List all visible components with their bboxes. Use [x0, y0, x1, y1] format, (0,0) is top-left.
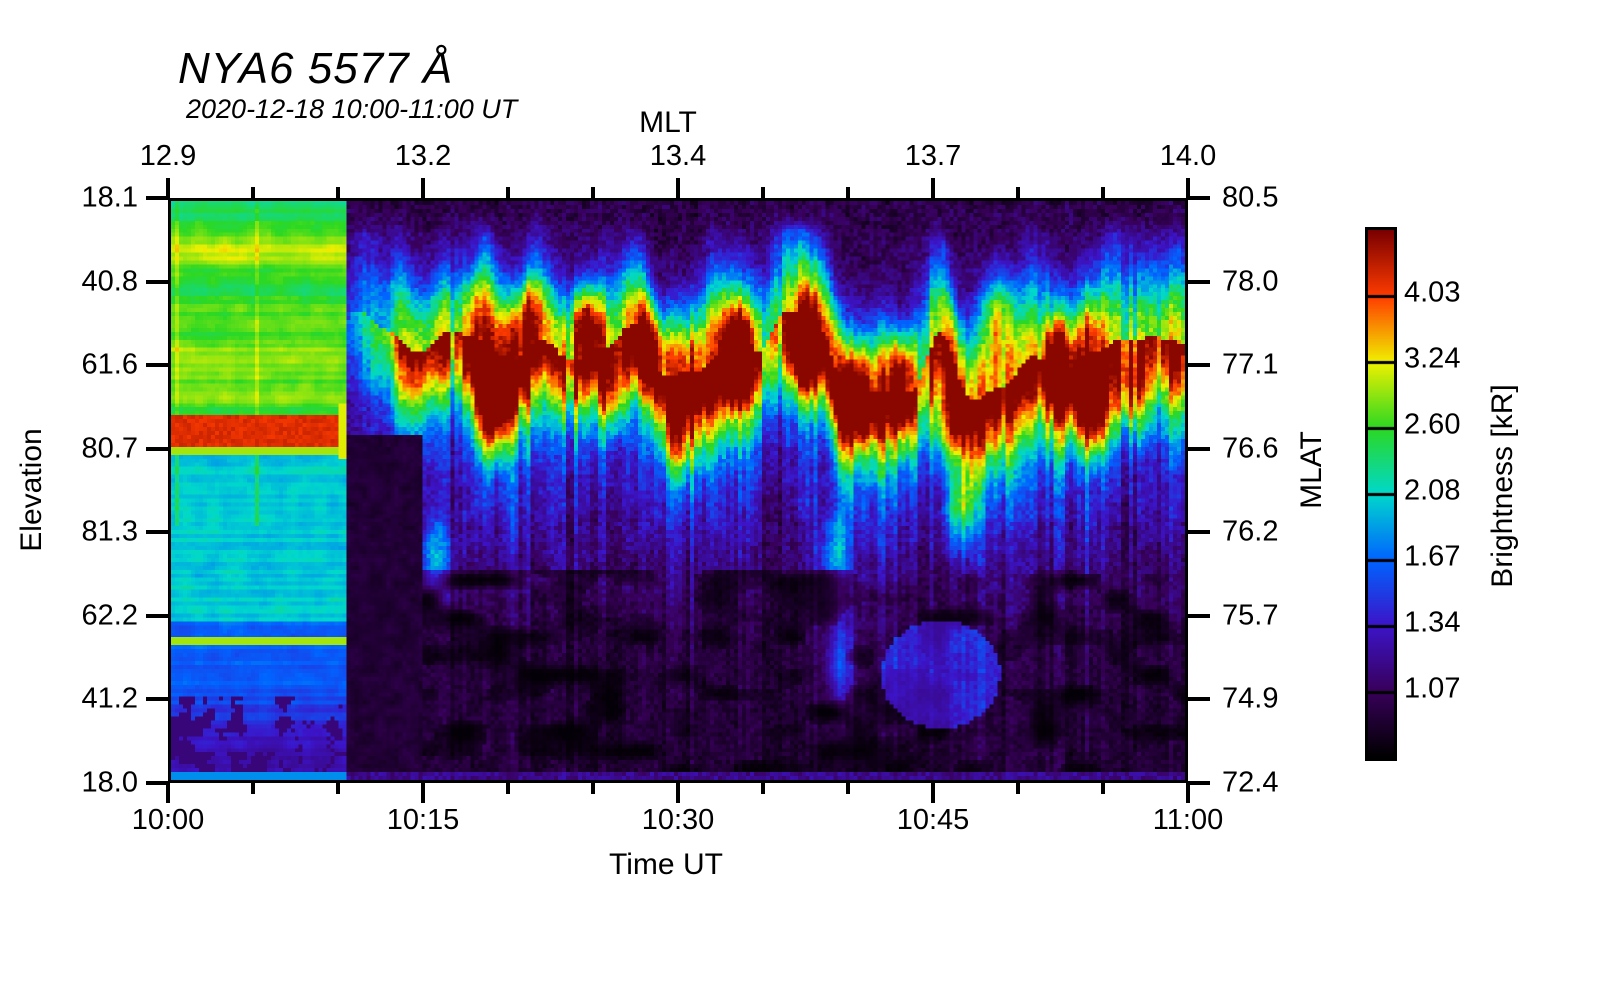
mlat-tick-label: 75.7 — [1222, 599, 1279, 632]
bottom-axis-title-time-ut: Time UT — [609, 848, 723, 881]
x-minor-tick — [336, 187, 340, 198]
mlat-tick-label: 76.2 — [1222, 515, 1279, 548]
colorbar-title-brightness: Brightness [kR] — [1486, 384, 1519, 588]
figure-subtitle: 2020-12-18 10:00-11:00 UT — [186, 94, 518, 124]
mlat-tick — [1188, 196, 1210, 200]
x-major-tick — [1186, 178, 1190, 198]
time-tick-label: 11:00 — [1152, 804, 1224, 836]
elevation-tick-label: 81.3 — [81, 515, 138, 548]
x-major-tick — [931, 783, 935, 803]
keogram-plot-area — [168, 198, 1188, 783]
mlat-tick-label: 72.4 — [1222, 766, 1279, 799]
elevation-tick — [146, 781, 168, 785]
x-minor-tick — [1101, 187, 1105, 198]
elevation-tick-label: 62.2 — [81, 599, 138, 632]
mlt-tick-label: 13.4 — [649, 140, 707, 172]
x-minor-tick — [761, 783, 765, 794]
mlt-tick-label: 13.2 — [394, 140, 452, 172]
mlat-tick-label: 74.9 — [1222, 682, 1279, 715]
mlat-tick-label: 78.0 — [1222, 265, 1279, 298]
elevation-tick-label: 61.6 — [81, 348, 138, 381]
x-minor-tick — [1101, 783, 1105, 794]
elevation-tick — [146, 530, 168, 535]
x-major-tick — [166, 178, 170, 198]
elevation-tick — [146, 363, 168, 368]
mlat-tick — [1188, 613, 1210, 618]
colorbar-tick-label: 2.60 — [1404, 408, 1461, 441]
keogram-canvas — [171, 201, 1185, 780]
time-tick-label: 10:30 — [641, 804, 715, 836]
mlt-tick-label: 12.9 — [139, 140, 197, 172]
figure-title: NYA6 5577 Å — [178, 44, 454, 93]
colorbar-tick-label: 1.67 — [1404, 540, 1461, 573]
colorbar-tick-label: 1.07 — [1404, 672, 1461, 705]
elevation-tick — [146, 446, 168, 451]
x-minor-tick — [506, 187, 510, 198]
elevation-tick — [146, 279, 168, 284]
mlat-tick-label: 80.5 — [1222, 181, 1279, 214]
x-minor-tick — [506, 783, 510, 794]
colorbar-canvas — [1368, 230, 1394, 758]
x-minor-tick — [1016, 783, 1020, 794]
x-minor-tick — [761, 187, 765, 198]
time-tick-label: 10:00 — [131, 804, 205, 836]
top-axis-title-mlt: MLT — [639, 106, 697, 139]
x-major-tick — [166, 783, 170, 803]
elevation-tick-label: 18.1 — [81, 181, 138, 214]
colorbar-tick-label: 4.03 — [1404, 276, 1461, 309]
x-major-tick — [676, 783, 680, 803]
colorbar-tick-label: 3.24 — [1404, 342, 1461, 375]
elevation-tick — [146, 196, 168, 200]
mlat-tick — [1188, 363, 1210, 368]
mlt-tick-label: 14.0 — [1159, 140, 1217, 172]
elevation-tick-label: 41.2 — [81, 682, 138, 715]
x-minor-tick — [591, 783, 595, 794]
x-minor-tick — [1016, 187, 1020, 198]
x-major-tick — [421, 783, 425, 803]
mlat-tick-label: 76.6 — [1222, 432, 1279, 465]
colorbar-tick-label: 2.08 — [1404, 474, 1461, 507]
mlat-tick — [1188, 446, 1210, 451]
time-tick-label: 10:45 — [896, 804, 970, 836]
x-minor-tick — [591, 187, 595, 198]
mlat-tick — [1188, 279, 1210, 284]
x-minor-tick — [251, 783, 255, 794]
elevation-tick-label: 80.7 — [81, 432, 138, 465]
x-minor-tick — [846, 783, 850, 794]
mlat-tick — [1188, 781, 1210, 785]
time-tick-label: 10:15 — [386, 804, 460, 836]
elevation-tick — [146, 697, 168, 702]
x-major-tick — [1186, 783, 1190, 803]
elevation-tick — [146, 613, 168, 618]
colorbar — [1365, 227, 1397, 761]
elevation-tick-label: 18.0 — [81, 766, 138, 799]
mlat-tick — [1188, 530, 1210, 535]
x-major-tick — [676, 178, 680, 198]
right-axis-title-mlat: MLAT — [1295, 431, 1328, 509]
x-minor-tick — [846, 187, 850, 198]
left-axis-title-elevation: Elevation — [15, 428, 48, 552]
mlat-tick-label: 77.1 — [1222, 348, 1279, 381]
x-minor-tick — [336, 783, 340, 794]
mlt-tick-label: 13.7 — [904, 140, 962, 172]
elevation-tick-label: 40.8 — [81, 265, 138, 298]
x-minor-tick — [251, 187, 255, 198]
mlat-tick — [1188, 697, 1210, 702]
x-major-tick — [931, 178, 935, 198]
colorbar-tick-label: 1.34 — [1404, 606, 1461, 639]
x-major-tick — [421, 178, 425, 198]
